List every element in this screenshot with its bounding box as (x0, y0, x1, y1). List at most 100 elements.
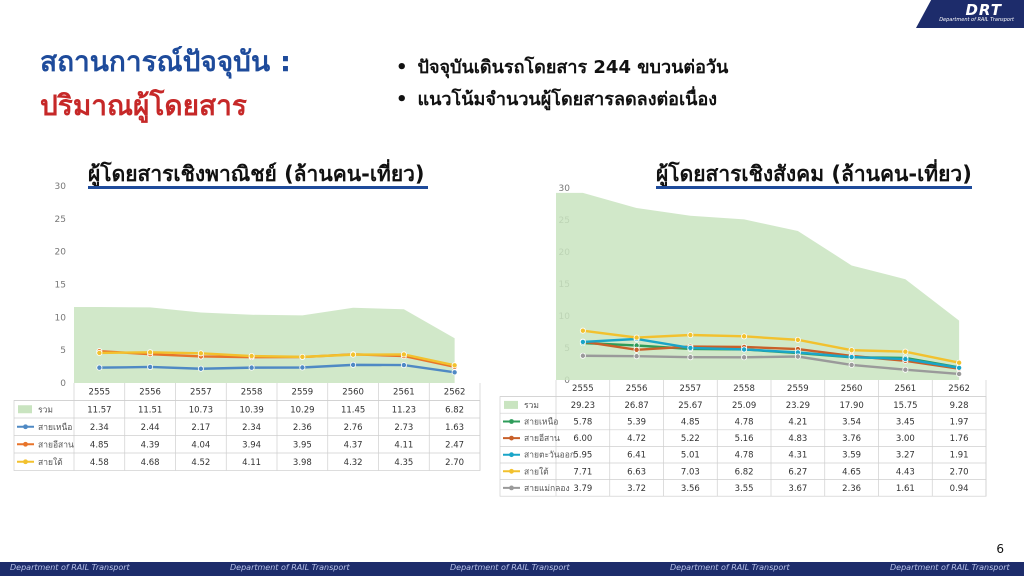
data-point-5-2 (687, 354, 694, 361)
data-label-3-4: 3.98 (293, 458, 312, 468)
data-label-5-1: 3.72 (627, 484, 646, 494)
data-label-3-1: 6.41 (627, 451, 646, 461)
data-point-4-5 (848, 347, 855, 354)
data-point-3-0 (579, 338, 586, 345)
data-point-4-1 (633, 334, 640, 341)
x-tick-label: 2562 (948, 384, 970, 394)
data-point-4-6 (902, 348, 909, 355)
data-label-5-3: 3.55 (735, 484, 754, 494)
legend-marker-3 (23, 459, 28, 465)
data-point-3-3 (248, 353, 255, 360)
footer-text: Department of RAIL Transport (230, 563, 350, 572)
data-point-1-1 (147, 363, 154, 370)
data-label-0-7: 6.82 (445, 405, 464, 415)
data-label-2-4: 3.95 (293, 440, 312, 450)
y-tick-label: 25 (55, 215, 66, 225)
data-point-3-2 (687, 344, 694, 351)
series-name-5: สายแม่กลอง (524, 484, 570, 494)
data-label-1-6: 3.45 (896, 418, 915, 428)
data-label-4-3: 6.82 (735, 467, 754, 477)
data-label-1-2: 4.85 (681, 418, 700, 428)
data-point-3-5 (350, 351, 357, 358)
data-point-5-0 (579, 352, 586, 359)
logo-subtext: Department of RAIL Transport (939, 17, 1014, 23)
title-underline (656, 186, 972, 189)
y-tick-label: 0 (60, 379, 66, 389)
data-label-4-5: 4.65 (842, 467, 861, 477)
data-label-1-3: 4.78 (735, 418, 754, 428)
data-label-3-6: 3.27 (896, 451, 915, 461)
footer-text: Department of RAIL Transport (890, 563, 1010, 572)
data-point-5-5 (848, 361, 855, 368)
title-underline (88, 186, 428, 189)
data-label-0-6: 11.23 (392, 405, 416, 415)
data-point-5-4 (794, 353, 801, 360)
summary-bullets: ปัจจุบันเดินรถโดยสาร 244 ขบวนต่อวัน แนวโ… (396, 52, 729, 116)
data-label-0-5: 11.45 (341, 405, 365, 415)
data-label-2-5: 3.76 (842, 434, 861, 444)
data-label-2-0: 6.00 (573, 434, 592, 444)
legend-marker-4 (509, 468, 514, 474)
data-label-0-7: 9.28 (950, 401, 969, 411)
data-label-3-7: 1.91 (950, 451, 969, 461)
data-label-5-0: 3.79 (573, 484, 592, 494)
data-label-0-2: 25.67 (678, 401, 702, 411)
data-point-1-3 (248, 364, 255, 371)
data-label-2-1: 4.39 (141, 440, 160, 450)
data-point-5-1 (633, 353, 640, 360)
y-tick-label: 15 (55, 281, 66, 291)
data-label-0-1: 26.87 (624, 401, 648, 411)
page-title-line2: ปริมาณผู้โดยสาร (40, 89, 247, 122)
y-tick-label: 10 (55, 313, 67, 323)
footer-text: Department of RAIL Transport (10, 563, 130, 572)
data-label-4-4: 6.27 (788, 467, 807, 477)
data-label-2-2: 5.22 (681, 434, 700, 444)
data-point-3-6 (400, 351, 407, 358)
y-tick-label: 30 (55, 182, 67, 192)
data-label-1-5: 2.76 (344, 423, 363, 433)
data-label-2-1: 4.72 (627, 434, 646, 444)
data-point-3-7 (451, 362, 458, 369)
data-point-3-6 (902, 356, 909, 363)
bullet-item: ปัจจุบันเดินรถโดยสาร 244 ขบวนต่อวัน (396, 52, 729, 84)
data-label-3-6: 4.35 (394, 458, 413, 468)
logo-text: DRT (965, 1, 1002, 19)
data-point-5-3 (741, 354, 748, 361)
series-name-4: สายใต้ (524, 466, 549, 477)
page-title-line1: สถานการณ์ปัจจุบัน : (40, 45, 292, 78)
series-name-3: สายตะวันออก (524, 451, 575, 461)
x-tick-label: 2560 (841, 384, 863, 394)
data-label-3-5: 4.32 (344, 458, 363, 468)
legend-marker-3 (509, 452, 514, 458)
x-tick-label: 2559 (292, 387, 314, 397)
data-label-1-3: 2.34 (242, 423, 261, 433)
data-point-4-3 (741, 333, 748, 340)
x-tick-label: 2561 (895, 384, 917, 394)
series-name-3: สายใต้ (38, 457, 63, 468)
chart-title-social: ผู้โดยสารเชิงสังคม (ล้านคน-เที่ยว) (656, 162, 972, 186)
data-label-0-3: 10.39 (239, 405, 263, 415)
data-point-1-0 (96, 364, 103, 371)
data-point-3-7 (956, 364, 963, 371)
bullet-item: แนวโน้มจำนวนผู้โดยสารลดลงต่อเนื่อง (396, 84, 728, 116)
data-label-4-6: 4.43 (896, 467, 915, 477)
x-tick-label: 2556 (139, 387, 161, 397)
x-tick-label: 2558 (241, 387, 263, 397)
x-tick-label: 2559 (787, 384, 809, 394)
legend-marker-1 (509, 419, 514, 424)
data-label-1-1: 2.44 (141, 423, 160, 433)
series-line-4 (582, 329, 960, 364)
x-tick-label: 2555 (89, 387, 111, 397)
legend-swatch-0 (504, 400, 518, 409)
data-label-0-2: 10.73 (189, 405, 213, 415)
data-label-1-1: 5.39 (627, 418, 646, 428)
legend-marker-5 (509, 485, 514, 491)
footer-text: Department of RAIL Transport (450, 563, 570, 572)
data-point-3-5 (848, 354, 855, 361)
data-label-4-2: 7.03 (681, 467, 700, 477)
legend-marker-2 (23, 441, 28, 447)
legend-marker-1 (23, 424, 28, 430)
data-label-0-1: 11.51 (138, 405, 162, 415)
x-tick-label: 2555 (572, 384, 594, 394)
